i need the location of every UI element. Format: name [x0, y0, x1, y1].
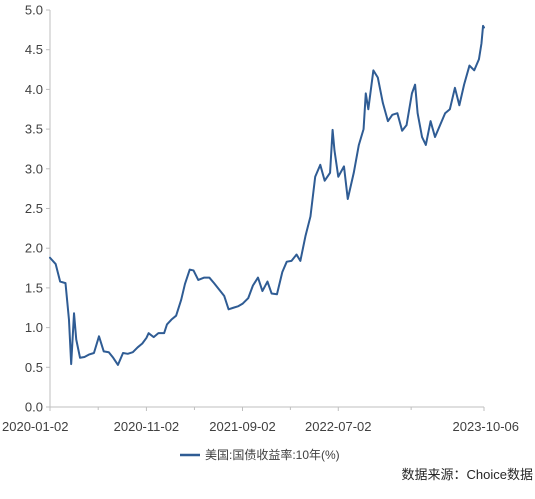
y-tick-label: 3.0: [25, 161, 43, 176]
y-tick-label: 1.0: [25, 320, 43, 335]
y-tick-label: 4.5: [25, 42, 43, 57]
y-tick-label: 5.0: [25, 3, 43, 18]
series-layer: [49, 24, 485, 366]
x-tick-label: 2021-09-02: [209, 419, 276, 434]
legend-label: 美国:国债收益率:10年(%): [205, 447, 340, 462]
y-tick-label: 2.5: [25, 201, 43, 216]
series-line-0: [49, 24, 485, 366]
y-tick-label: 3.5: [25, 122, 43, 137]
x-tick-label: 2023-10-06: [453, 419, 520, 434]
y-tick-label: 0.5: [25, 360, 43, 375]
y-tick-label: 4.0: [25, 82, 43, 97]
x-tick-label: 2020-11-02: [114, 419, 180, 434]
source-note: 数据来源：Choice数据: [402, 467, 533, 482]
x-tick-label: 2022-07-02: [305, 419, 372, 434]
y-tick-label: 0.0: [25, 400, 43, 415]
axes: 0.0 0.5 1.0 1.5 2.0 2.5 3.0 3.5 4.0 4.5 5.0 2020-01…: [2, 3, 519, 435]
legend: 美国:国债收益率:10年(%): [180, 447, 340, 462]
x-tick-label: 2020-01-02: [2, 419, 69, 434]
y-tick-label: 2.0: [25, 241, 43, 256]
y-tick-label: 1.5: [25, 280, 43, 295]
